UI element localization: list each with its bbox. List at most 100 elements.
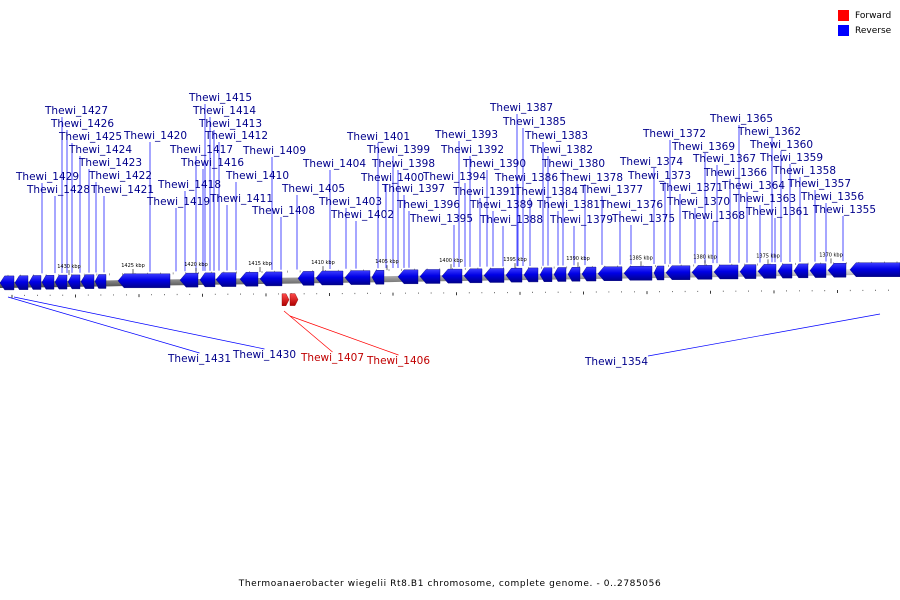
gene-label-thewi-1387[interactable]: Thewi_1387 — [489, 102, 553, 114]
gene-label-thewi-1386[interactable]: Thewi_1386 — [494, 172, 558, 184]
gene-label-thewi-1407[interactable]: Thewi_1407 — [300, 352, 364, 364]
gene-label-thewi-1410[interactable]: Thewi_1410 — [225, 170, 289, 182]
gene-label-thewi-1356[interactable]: Thewi_1356 — [800, 191, 864, 203]
axis-tick-label: 1410 kbp — [311, 260, 335, 266]
gene-label-thewi-1395[interactable]: Thewi_1395 — [409, 213, 473, 225]
reverse-gene-arrow — [665, 265, 691, 280]
gene-label-thewi-1360[interactable]: Thewi_1360 — [749, 139, 813, 151]
gene-label-thewi-1372[interactable]: Thewi_1372 — [642, 128, 706, 140]
reverse-gene-arrow — [757, 264, 777, 279]
gene-label-thewi-1384[interactable]: Thewi_1384 — [514, 186, 578, 198]
gene-label-thewi-1426[interactable]: Thewi_1426 — [50, 118, 114, 130]
gene-label-thewi-1425[interactable]: Thewi_1425 — [58, 131, 122, 143]
gene-label-thewi-1370[interactable]: Thewi_1370 — [666, 196, 730, 208]
gene-label-thewi-1373[interactable]: Thewi_1373 — [627, 170, 691, 182]
gene-label-thewi-1362[interactable]: Thewi_1362 — [737, 126, 801, 138]
gene-label-thewi-1374[interactable]: Thewi_1374 — [619, 156, 683, 168]
gene-label-thewi-1354[interactable]: Thewi_1354 — [584, 356, 648, 368]
gene-label-thewi-1385[interactable]: Thewi_1385 — [502, 116, 566, 128]
gene-label-thewi-1361[interactable]: Thewi_1361 — [745, 206, 809, 218]
gene-label-thewi-1380[interactable]: Thewi_1380 — [541, 158, 605, 170]
axis-tick-label: 1400 kbp — [439, 258, 463, 264]
reverse-gene-arrow — [553, 267, 567, 282]
gene-label-thewi-1363[interactable]: Thewi_1363 — [732, 193, 796, 205]
gene-label-thewi-1416[interactable]: Thewi_1416 — [180, 157, 244, 169]
gene-label-thewi-1420[interactable]: Thewi_1420 — [123, 130, 187, 142]
gene-label-thewi-1368[interactable]: Thewi_1368 — [681, 210, 745, 222]
gene-label-thewi-1397[interactable]: Thewi_1397 — [381, 183, 445, 195]
gene-label-thewi-1421[interactable]: Thewi_1421 — [90, 184, 154, 196]
gene-label-thewi-1392[interactable]: Thewi_1392 — [440, 144, 504, 156]
leader-line — [13, 296, 265, 350]
gene-label-thewi-1424[interactable]: Thewi_1424 — [68, 144, 132, 156]
reverse-gene-arrow — [505, 267, 523, 283]
reverse-gene-arrow — [259, 271, 283, 287]
gene-label-thewi-1412[interactable]: Thewi_1412 — [204, 130, 268, 142]
gene-label-thewi-1422[interactable]: Thewi_1422 — [88, 170, 152, 182]
gene-label-thewi-1403[interactable]: Thewi_1403 — [318, 196, 382, 208]
gene-label-thewi-1379[interactable]: Thewi_1379 — [549, 214, 613, 226]
gene-label-thewi-1383[interactable]: Thewi_1383 — [524, 130, 588, 142]
gene-label-thewi-1396[interactable]: Thewi_1396 — [396, 199, 460, 211]
gene-label-thewi-1376[interactable]: Thewi_1376 — [599, 199, 663, 211]
gene-label-thewi-1405[interactable]: Thewi_1405 — [281, 183, 345, 195]
reverse-gene-arrow — [777, 263, 793, 279]
reverse-gene-arrow — [41, 275, 55, 290]
gene-label-thewi-1367[interactable]: Thewi_1367 — [692, 153, 756, 165]
gene-label-thewi-1430[interactable]: Thewi_1430 — [232, 349, 296, 361]
gene-label-thewi-1408[interactable]: Thewi_1408 — [251, 205, 315, 217]
axis-tick-label: 1430 kbp — [57, 264, 81, 270]
gene-label-thewi-1415[interactable]: Thewi_1415 — [188, 92, 252, 104]
gene-label-thewi-1389[interactable]: Thewi_1389 — [469, 199, 533, 211]
gene-label-thewi-1366[interactable]: Thewi_1366 — [703, 167, 767, 179]
legend-reverse: Reverse — [838, 23, 891, 38]
gene-label-thewi-1400[interactable]: Thewi_1400 — [360, 172, 424, 184]
gene-label-thewi-1404[interactable]: Thewi_1404 — [302, 158, 366, 170]
gene-label-thewi-1369[interactable]: Thewi_1369 — [671, 141, 735, 153]
gene-label-thewi-1411[interactable]: Thewi_1411 — [209, 193, 273, 205]
gene-label-thewi-1375[interactable]: Thewi_1375 — [611, 213, 675, 225]
gene-label-thewi-1394[interactable]: Thewi_1394 — [422, 171, 486, 183]
gene-label-thewi-1377[interactable]: Thewi_1377 — [579, 184, 643, 196]
gene-label-thewi-1399[interactable]: Thewi_1399 — [366, 144, 430, 156]
gene-label-thewi-1390[interactable]: Thewi_1390 — [462, 158, 526, 170]
gene-label-thewi-1414[interactable]: Thewi_1414 — [192, 105, 256, 117]
reverse-gene-arrow — [397, 269, 419, 284]
gene-label-thewi-1364[interactable]: Thewi_1364 — [721, 180, 785, 192]
gene-label-thewi-1431[interactable]: Thewi_1431 — [167, 353, 231, 365]
gene-label-thewi-1428[interactable]: Thewi_1428 — [26, 184, 90, 196]
gene-label-thewi-1393[interactable]: Thewi_1393 — [434, 129, 498, 141]
leader-line — [7, 296, 200, 354]
gene-label-thewi-1388[interactable]: Thewi_1388 — [479, 214, 543, 226]
reverse-gene-arrow — [597, 266, 623, 281]
reverse-gene-arrow — [297, 271, 315, 286]
gene-label-thewi-1427[interactable]: Thewi_1427 — [44, 105, 108, 117]
gene-label-thewi-1423[interactable]: Thewi_1423 — [78, 157, 142, 169]
gene-label-thewi-1402[interactable]: Thewi_1402 — [330, 209, 394, 221]
gene-label-thewi-1359[interactable]: Thewi_1359 — [759, 152, 823, 164]
gene-label-thewi-1429[interactable]: Thewi_1429 — [15, 171, 79, 183]
reverse-gene-arrow — [567, 267, 581, 282]
gene-label-thewi-1371[interactable]: Thewi_1371 — [659, 182, 723, 194]
gene-label-thewi-1419[interactable]: Thewi_1419 — [146, 196, 210, 208]
gene-label-thewi-1381[interactable]: Thewi_1381 — [536, 199, 600, 211]
gene-label-thewi-1382[interactable]: Thewi_1382 — [529, 144, 593, 156]
gene-label-thewi-1358[interactable]: Thewi_1358 — [772, 165, 836, 177]
gene-label-thewi-1417[interactable]: Thewi_1417 — [169, 144, 233, 156]
gene-label-thewi-1418[interactable]: Thewi_1418 — [157, 179, 221, 191]
reverse-gene-arrow — [54, 274, 68, 290]
gene-label-thewi-1391[interactable]: Thewi_1391 — [452, 186, 516, 198]
reverse-gene-arrow — [441, 268, 463, 284]
leader-line — [289, 315, 399, 356]
gene-label-thewi-1401[interactable]: Thewi_1401 — [346, 131, 410, 143]
gene-label-thewi-1378[interactable]: Thewi_1378 — [559, 172, 623, 184]
gene-label-thewi-1355[interactable]: Thewi_1355 — [812, 204, 876, 216]
gene-label-thewi-1357[interactable]: Thewi_1357 — [787, 178, 851, 190]
gene-label-thewi-1409[interactable]: Thewi_1409 — [242, 145, 306, 157]
axis-tick-label: 1425 kbp — [121, 263, 145, 269]
gene-label-thewi-1398[interactable]: Thewi_1398 — [371, 158, 435, 170]
gene-label-thewi-1365[interactable]: Thewi_1365 — [709, 113, 773, 125]
gene-label-thewi-1413[interactable]: Thewi_1413 — [198, 118, 262, 130]
gene-label-thewi-1406[interactable]: Thewi_1406 — [366, 355, 430, 367]
